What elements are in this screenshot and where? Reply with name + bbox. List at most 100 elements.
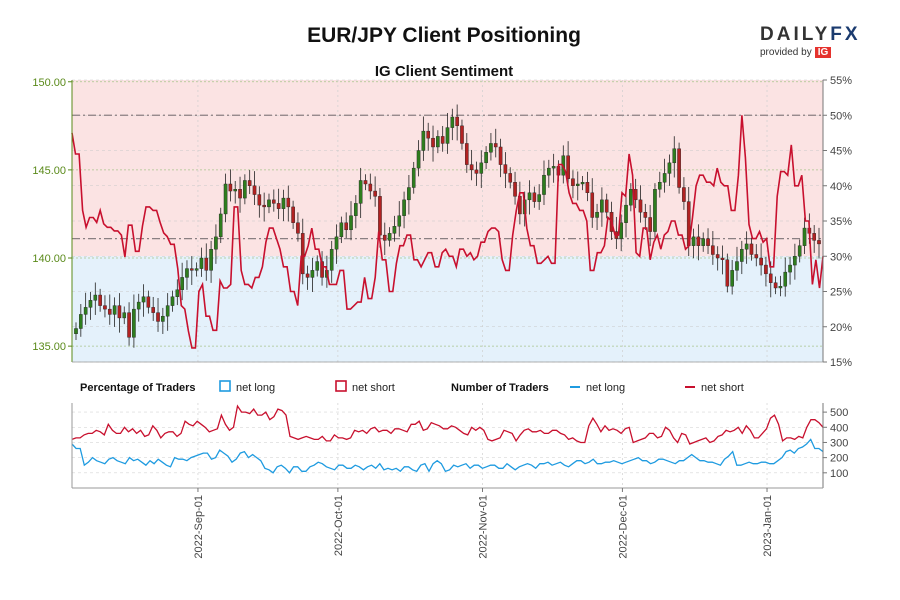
traders-tick-label: 200 [830,453,848,465]
candle-body [566,155,570,179]
candle-body [286,197,291,208]
right-tick-label: 55% [830,75,852,87]
candle-body [165,305,170,317]
candle-body [387,233,392,241]
candle-body [527,192,532,201]
chart-title: EUR/JPY Client Positioning [307,24,581,47]
candle-body [252,185,257,195]
candle-body [426,130,431,139]
legend-num-long-label: net long [586,382,625,394]
candle-body [136,301,141,310]
candle-body [817,240,821,245]
x-tick-label: 2023-Jan-01 [762,495,774,557]
candle-body [247,180,252,186]
candle-body [513,182,517,197]
net-long-percentage-line [71,115,824,349]
candle-body [300,233,305,275]
candle-body [735,261,739,271]
candle-body [74,328,78,335]
candle-body [479,162,484,174]
candle-body [214,236,218,250]
dailyfx-logo: DAILYFX provided by IG [760,24,870,58]
candle-body [267,199,271,208]
candle-body [677,148,681,188]
candle-body [228,183,233,192]
candle-body [460,125,464,144]
legend-pct-long-swatch [219,380,231,392]
candle-body [223,183,228,215]
candle-body [88,300,93,308]
candle-body [243,180,247,199]
candle-body [455,116,459,127]
candle-body [93,294,98,301]
candle-body [493,143,498,148]
candle-body [464,143,469,165]
candle-body [600,199,604,213]
candle-body [146,296,151,308]
left-tick-label: 150.00 [32,77,66,89]
candle-body [151,307,155,313]
candle-body [339,222,344,238]
candle-body [629,189,633,206]
candle-body [141,296,146,303]
candle-body [315,261,320,271]
candle-body [392,226,397,234]
candle-body [98,294,102,306]
candle-body [354,203,358,216]
candle-body [730,270,734,287]
candle-body [778,286,783,289]
candle-body [170,296,175,306]
candle-body [238,189,242,199]
candle-body [571,178,575,186]
candle-body [759,257,763,266]
logo-tagline: provided by IG [760,47,870,58]
candle-body [489,143,493,153]
candle-body [450,116,455,128]
candle-body [498,146,503,165]
candle-body [209,248,213,271]
candle-body [503,164,508,174]
candle-body [653,189,657,232]
candle-body [112,305,117,315]
candle-body [397,215,402,227]
right-tick-label: 25% [830,287,852,299]
x-tick-label: 2022-Sep-01 [193,495,205,559]
candle-body [218,213,223,238]
candle-body [185,268,189,278]
candle-body [122,312,127,319]
candle-body [281,197,286,209]
legend-num-short-label: net short [701,382,744,394]
candle-body [329,248,334,271]
candle-body [682,187,686,202]
candle-body [744,243,749,250]
candle-body [604,199,609,213]
candlestick-series [74,104,821,348]
candle-body [373,190,377,197]
candle-body [378,196,382,236]
candle-body [161,315,165,322]
candle-body [421,130,426,151]
candle-body [407,187,411,201]
legend-pct-long-label: net long [236,382,275,394]
candle-body [469,164,474,171]
candle-body [368,183,373,192]
candle-body [440,136,445,144]
candle-body [484,152,488,164]
candle-body [696,236,701,246]
logo-wordmark: DAILYFX [760,24,861,45]
candle-body [349,215,353,231]
candle-body [431,137,435,148]
candle-body [662,173,667,183]
candle-body [233,189,238,192]
candle-body [262,204,266,208]
net-short-count-line [71,404,824,445]
candle-body [624,204,628,223]
candle-body [83,307,88,315]
right-tick-label: 40% [830,181,852,193]
legend-pct-short-label: net short [352,382,395,394]
traders-tick-label: 300 [830,437,848,449]
candle-body [474,169,479,174]
candle-body [537,194,541,202]
traders-panel-bg [72,403,823,488]
candle-body [296,222,300,234]
